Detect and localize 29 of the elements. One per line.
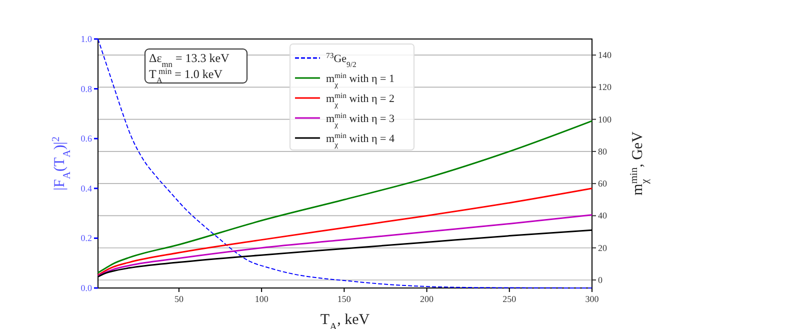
line-series <box>97 214 593 277</box>
y2-tick-label: 120 <box>598 82 612 92</box>
x-tick-label: 300 <box>585 294 600 304</box>
y-tick-label: 0.0 <box>80 283 92 293</box>
x-tick-label: 50 <box>174 294 184 304</box>
legend-label: $^{73}$Ge$_{9/2}$ <box>326 50 356 68</box>
y2-tick-label: 80 <box>598 146 608 156</box>
annotation: T$_{A}$$^{min}$ = 1.0 keV <box>149 66 223 84</box>
y2-tick-label: 0 <box>598 274 603 285</box>
y-tick-label: 1.0 <box>80 34 92 44</box>
y-tick-label: 0.8 <box>80 84 92 94</box>
y2-tick-label: 140 <box>598 50 612 60</box>
legend-label: m$_{χ}$$^{min}$ with η = 1 <box>326 70 395 88</box>
y2-tick-label: 40 <box>598 210 608 221</box>
legend-label: m$_{χ}$$^{min}$ with η = 3 <box>326 110 395 128</box>
y2-tick-label: 60 <box>598 178 608 189</box>
annotation: Δε$_{mn}$ = 13.3 keV <box>149 51 230 68</box>
x-tick-label: 250 <box>502 294 517 304</box>
y-tick-label: 0.4 <box>80 183 92 194</box>
y-tick-label: 0.2 <box>80 233 92 244</box>
y-tick-label: 0.6 <box>80 134 92 144</box>
x-tick-label: 150 <box>337 294 352 304</box>
legend-label: m$_{χ}$$^{min}$ with η = 4 <box>326 130 395 148</box>
x-tick-label: 200 <box>420 294 434 304</box>
x-tick-label: 100 <box>254 294 269 304</box>
y2-tick-label: 100 <box>598 114 612 124</box>
y2-tick-label: 20 <box>598 242 608 253</box>
line-series <box>97 188 593 276</box>
legend-label: m$_{χ}$$^{min}$ with η = 2 <box>326 90 395 108</box>
